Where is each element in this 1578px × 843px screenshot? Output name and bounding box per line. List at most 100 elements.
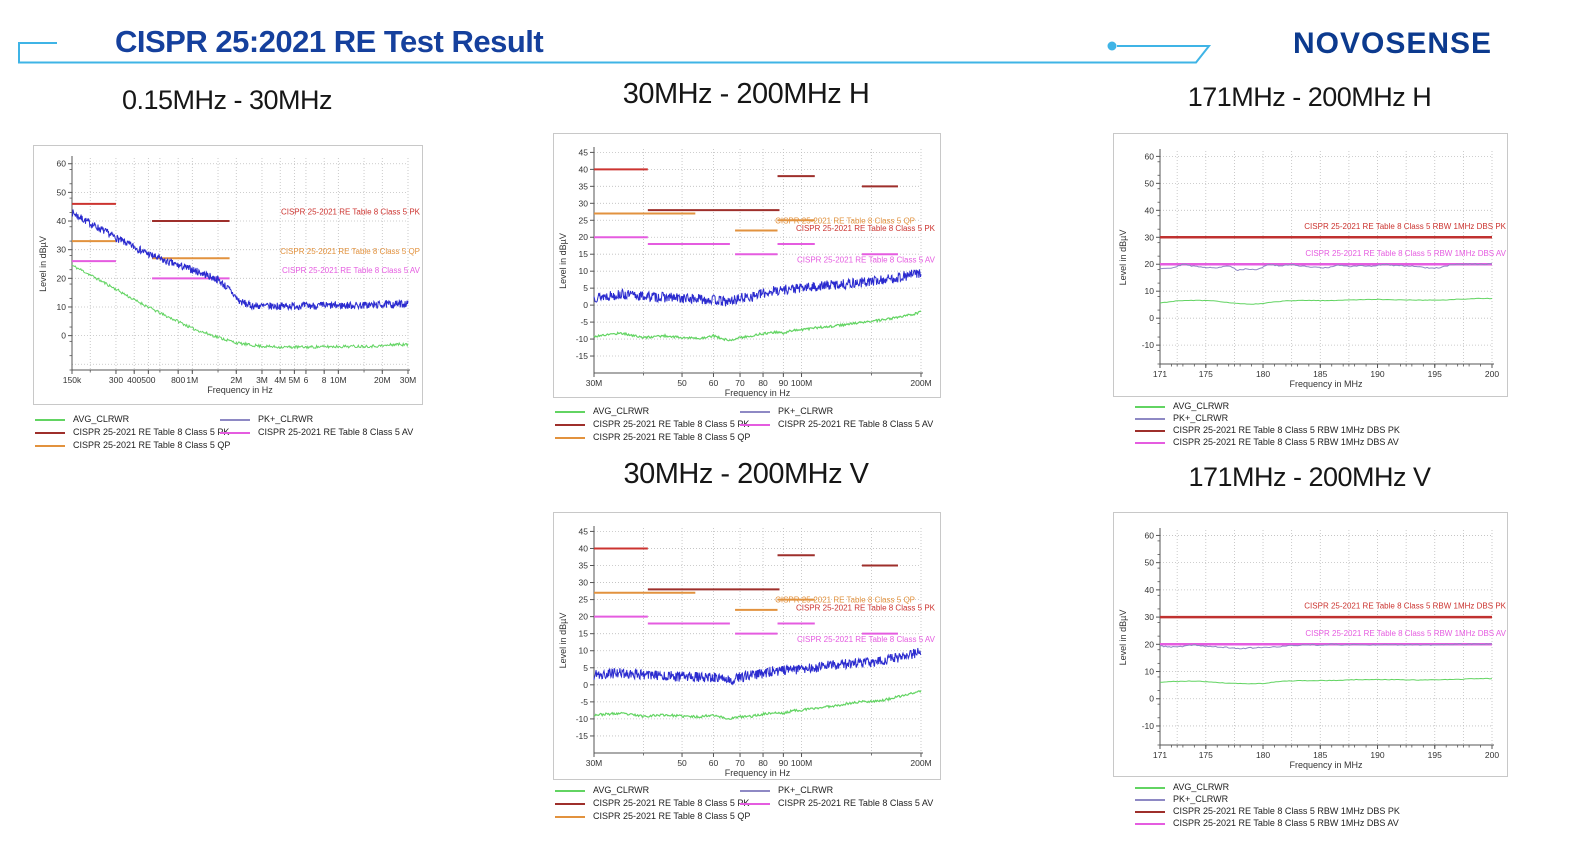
- svg-text:40: 40: [1145, 585, 1155, 595]
- svg-text:60: 60: [1145, 151, 1155, 161]
- svg-text:CISPR 25-2021 RE Table 8 Class: CISPR 25-2021 RE Table 8 Class 5 PK: [796, 224, 936, 233]
- svg-text:15: 15: [579, 629, 589, 639]
- legend-swatch: [555, 410, 585, 413]
- svg-text:20M: 20M: [374, 375, 391, 385]
- svg-text:200: 200: [1485, 369, 1499, 379]
- svg-text:4M: 4M: [274, 375, 286, 385]
- legend-column: PK+_CLRWR CISPR 25-2021 RE Table 8 Class …: [220, 413, 413, 439]
- svg-text:Frequency in MHz: Frequency in MHz: [1289, 379, 1363, 389]
- svg-text:25: 25: [579, 215, 589, 225]
- svg-text:CISPR 25-2021 RE Table 8 Class: CISPR 25-2021 RE Table 8 Class 5 QP: [280, 247, 420, 256]
- svg-text:6: 6: [304, 375, 309, 385]
- legend-item: CISPR 25-2021 RE Table 8 Class 5 QP: [555, 431, 750, 444]
- chart-frame: 45 40 35 30 25 20 15 10 5 0 -5 -10 -15 30M 50 60 70 80 90 1…: [553, 133, 941, 398]
- legend-label: CISPR 25-2021 RE Table 8 Class 5 QP: [593, 432, 751, 442]
- svg-text:30M: 30M: [586, 378, 603, 388]
- svg-text:CISPR 25-2021 RE Table 8 Class: CISPR 25-2021 RE Table 8 Class 5 AV: [797, 255, 936, 264]
- legend-item: AVG_CLRWR: [555, 405, 750, 418]
- svg-text:195: 195: [1428, 750, 1442, 760]
- svg-text:0: 0: [583, 680, 588, 690]
- legend-item: CISPR 25-2021 RE Table 8 Class 5 RBW 1MH…: [1135, 424, 1400, 436]
- legend-item: CISPR 25-2021 RE Table 8 Class 5 RBW 1MH…: [1135, 817, 1400, 829]
- legend-label: CISPR 25-2021 RE Table 8 Class 5 PK: [593, 798, 750, 808]
- svg-text:20: 20: [57, 273, 67, 283]
- legend-swatch: [555, 815, 585, 818]
- legend-item: AVG_CLRWR: [555, 784, 750, 797]
- legend-label: CISPR 25-2021 RE Table 8 Class 5 PK: [593, 419, 750, 429]
- svg-text:-10: -10: [1142, 721, 1155, 731]
- svg-text:30: 30: [1145, 612, 1155, 622]
- legend-item: CISPR 25-2021 RE Table 8 Class 5 RBW 1MH…: [1135, 805, 1400, 817]
- legend-swatch: [1135, 405, 1165, 408]
- svg-text:1M: 1M: [186, 375, 198, 385]
- svg-text:Frequency in Hz: Frequency in Hz: [725, 388, 791, 397]
- legend-column: PK+_CLRWR CISPR 25-2021 RE Table 8 Class …: [740, 784, 933, 810]
- svg-text:40: 40: [579, 164, 589, 174]
- svg-text:-15: -15: [576, 731, 589, 741]
- svg-text:30: 30: [57, 245, 67, 255]
- svg-text:0: 0: [61, 331, 66, 341]
- legend-label: CISPR 25-2021 RE Table 8 Class 5 QP: [593, 811, 751, 821]
- legend-item: PK+_CLRWR: [740, 784, 933, 797]
- legend-swatch: [555, 423, 585, 426]
- svg-text:Level in dBµV: Level in dBµV: [558, 613, 568, 669]
- svg-text:90: 90: [779, 758, 789, 768]
- chart-plot: 60 50 40 30 20 10 0 -10 171 175 180 185 190 195 200 Fre…: [1118, 528, 1507, 770]
- svg-text:5: 5: [583, 283, 588, 293]
- svg-text:40: 40: [579, 543, 589, 553]
- legend-label: CISPR 25-2021 RE Table 8 Class 5 RBW 1MH…: [1173, 806, 1400, 816]
- svg-text:500: 500: [141, 375, 155, 385]
- legend-swatch: [1135, 441, 1165, 444]
- legend-swatch: [1135, 822, 1165, 825]
- svg-text:50: 50: [677, 378, 687, 388]
- svg-text:300: 300: [109, 375, 123, 385]
- svg-text:8: 8: [322, 375, 327, 385]
- svg-text:30M: 30M: [400, 375, 417, 385]
- svg-text:60: 60: [57, 159, 67, 169]
- legend-item: CISPR 25-2021 RE Table 8 Class 5 QP: [555, 810, 750, 823]
- svg-text:45: 45: [579, 526, 589, 536]
- svg-text:-10: -10: [1142, 340, 1155, 350]
- svg-text:-15: -15: [576, 351, 589, 361]
- svg-text:Level in dBµV: Level in dBµV: [38, 236, 48, 292]
- svg-text:20: 20: [579, 232, 589, 242]
- legend-label: PK+_CLRWR: [1173, 413, 1229, 423]
- svg-text:200M: 200M: [910, 378, 931, 388]
- legend-item: PK+_CLRWR: [740, 405, 933, 418]
- chart-panel-30mhz-200mhz-v: 30MHz - 200MHz V 45 40 35 30 25 20 15 10 5 0 -5 -10…: [553, 458, 941, 821]
- svg-text:CISPR 25-2021 RE Table 8 Class: CISPR 25-2021 RE Table 8 Class 5 PK: [796, 604, 936, 613]
- legend-label: CISPR 25-2021 RE Table 8 Class 5 RBW 1MH…: [1173, 425, 1400, 435]
- svg-text:35: 35: [579, 181, 589, 191]
- chart-title: 30MHz - 200MHz H: [622, 78, 870, 110]
- legend-label: AVG_CLRWR: [73, 414, 130, 424]
- legend-swatch: [1135, 429, 1165, 432]
- chart-panel-0.15mhz-30mhz: 0.15MHz - 30MHz 60 50 40 30 20 10 0 150k 300 400 5…: [33, 85, 423, 450]
- chart-panel-30mhz-200mhz-h: 30MHz - 200MHz H 45 40 35 30 25 20 15 10 5 0 -5 -10…: [553, 78, 941, 442]
- svg-text:CISPR 25-2021 RE Table 8 Class: CISPR 25-2021 RE Table 8 Class 5 PK: [281, 208, 421, 217]
- svg-text:15: 15: [579, 249, 589, 259]
- svg-text:CISPR 25-2021 RE Table 8 Class: CISPR 25-2021 RE Table 8 Class 5 RBW 1MH…: [1305, 629, 1506, 638]
- svg-text:50: 50: [57, 187, 67, 197]
- svg-text:CISPR 25-2021 RE Table 8 Class: CISPR 25-2021 RE Table 8 Class 5 QP: [775, 596, 915, 605]
- svg-text:CISPR 25-2021 RE Table 8 Class: CISPR 25-2021 RE Table 8 Class 5 AV: [797, 635, 936, 644]
- svg-text:10: 10: [57, 302, 67, 312]
- svg-text:60: 60: [1145, 530, 1155, 540]
- svg-text:3M: 3M: [256, 375, 268, 385]
- legend-item: CISPR 25-2021 RE Table 8 Class 5 PK: [555, 797, 750, 810]
- chart-plot: 60 50 40 30 20 10 0 -10 171 175 180 185 190 195 200 Fre…: [1118, 149, 1507, 389]
- svg-text:Frequency in MHz: Frequency in MHz: [1289, 760, 1363, 770]
- svg-text:180: 180: [1256, 750, 1270, 760]
- svg-text:200M: 200M: [910, 758, 931, 768]
- page-title: CISPR 25:2021 RE Test Result: [115, 24, 544, 59]
- svg-text:35: 35: [579, 561, 589, 571]
- svg-text:20: 20: [1145, 639, 1155, 649]
- svg-text:100M: 100M: [791, 758, 812, 768]
- svg-text:30: 30: [579, 578, 589, 588]
- legend-item: AVG_CLRWR: [1135, 781, 1400, 793]
- svg-text:20: 20: [579, 612, 589, 622]
- svg-text:CISPR 25-2021 RE Table 8 Class: CISPR 25-2021 RE Table 8 Class 5 RBW 1MH…: [1304, 602, 1506, 611]
- svg-text:Frequency in Hz: Frequency in Hz: [207, 385, 273, 395]
- legend-label: PK+_CLRWR: [778, 785, 834, 795]
- legend-item: CISPR 25-2021 RE Table 8 Class 5 PK: [555, 418, 750, 431]
